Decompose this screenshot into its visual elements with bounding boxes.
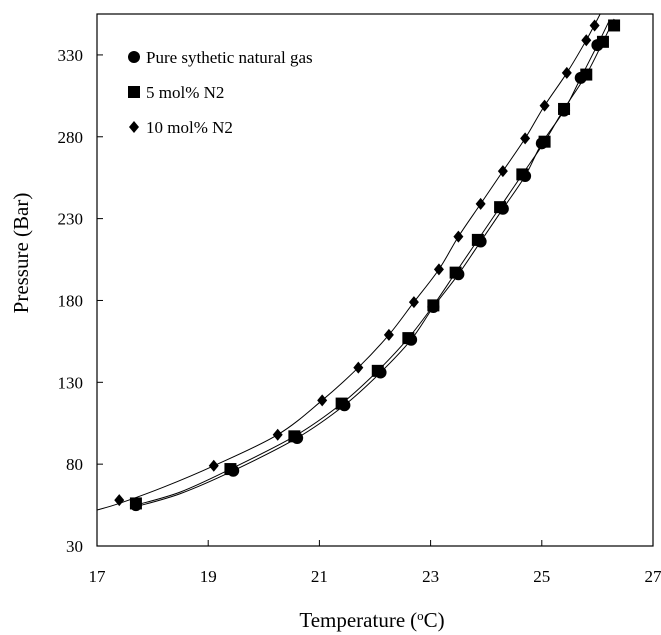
diamond-data-point: [353, 361, 364, 374]
diamond-data-point: [383, 328, 394, 341]
legend: Pure sythetic natural gas 5 mol% N2 10 mol…: [128, 48, 313, 137]
square-data-point: [402, 332, 415, 345]
square-data-point: [608, 19, 621, 32]
diamond-data-point: [497, 165, 508, 178]
x-tick-label: 25: [533, 567, 550, 586]
diamond-data-point: [272, 428, 283, 441]
y-axis-title: Pressure (Bar): [9, 193, 33, 314]
square-data-point: [471, 233, 484, 246]
diamond-data-point: [208, 459, 219, 472]
diamond-data-point: [453, 230, 464, 243]
square-data-point: [596, 35, 609, 48]
diamond-data-point: [475, 197, 486, 210]
diamond-data-point: [114, 494, 125, 507]
x-axis-title-unit-close: C): [424, 608, 445, 632]
diamond-data-point: [408, 296, 419, 309]
legend-label: 10 mol% N2: [146, 118, 233, 137]
square-data-point: [538, 135, 551, 148]
x-tick-label: 21: [311, 567, 328, 586]
legend-label: 5 mol% N2: [146, 83, 224, 102]
y-tick-label: 80: [66, 455, 83, 474]
legend-square-icon: [128, 86, 140, 98]
x-tick-label: 17: [89, 567, 107, 586]
x-axis-title-unit-sup: o: [417, 608, 424, 623]
diamond-data-point: [589, 19, 600, 32]
x-tick-label: 23: [422, 567, 439, 586]
legend-label: Pure sythetic natural gas: [146, 48, 313, 67]
legend-diamond-icon: [129, 121, 139, 133]
diamond-data-point: [539, 99, 550, 112]
y-tick-label: 280: [58, 128, 84, 147]
x-axis-title: Temperature (oC): [299, 608, 444, 632]
diamond-data-point: [520, 132, 531, 145]
square-data-point: [129, 497, 142, 510]
square-data-point: [516, 168, 529, 181]
y-tick-label: 30: [66, 537, 83, 556]
square-data-point: [335, 397, 348, 410]
square-data-point: [224, 463, 237, 476]
y-tick-label: 130: [58, 373, 84, 392]
square-data-point: [288, 430, 301, 443]
x-tick-label: 27: [645, 567, 661, 586]
diamond-data-point: [561, 66, 572, 79]
legend-circle-icon: [128, 51, 140, 63]
y-tick-label: 180: [58, 291, 84, 310]
plot-area-frame: [96, 13, 654, 547]
square-data-point: [371, 364, 384, 377]
diamond-data-point: [433, 263, 444, 276]
square-data-point: [494, 201, 507, 214]
square-data-point: [580, 68, 593, 81]
axis-ticks: 17 19 21 23 25 27 30 80 130 180 230 280 330: [58, 46, 661, 586]
x-axis-title-unit-open: (: [410, 608, 417, 632]
y-tick-label: 330: [58, 46, 84, 65]
square-data-point: [449, 266, 462, 279]
diamond-data-point: [581, 34, 592, 47]
x-axis-title-main: Temperature: [299, 608, 405, 632]
square-data-point: [558, 102, 571, 115]
y-tick-label: 230: [58, 210, 84, 229]
x-tick-label: 19: [200, 567, 217, 586]
data-points: [114, 19, 621, 512]
diamond-data-point: [317, 394, 328, 407]
square-data-point: [427, 299, 440, 312]
